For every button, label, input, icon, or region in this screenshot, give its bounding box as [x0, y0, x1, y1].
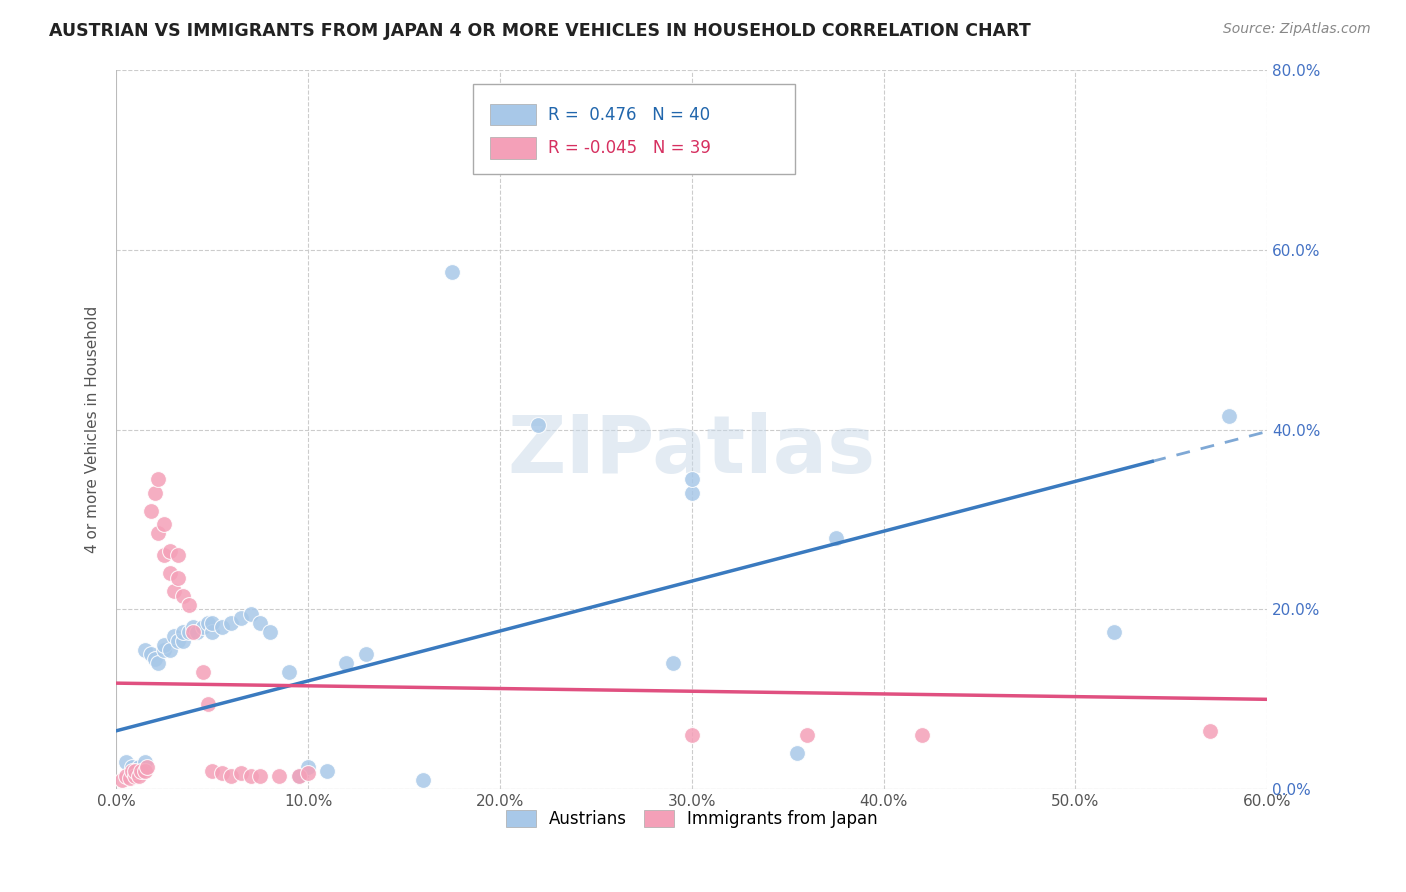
Point [163, 629, 186, 643]
Point [911, 728, 934, 742]
Point [412, 773, 434, 788]
Point [681, 485, 703, 500]
Point [297, 766, 319, 780]
Point [128, 769, 150, 783]
Point [786, 746, 808, 760]
Point [153, 639, 176, 653]
Point [115, 769, 138, 783]
Text: ZIPatlas: ZIPatlas [508, 412, 876, 491]
Point [118, 772, 141, 786]
Point [201, 764, 224, 779]
Point [121, 760, 143, 774]
Point [148, 472, 170, 486]
Point [681, 728, 703, 742]
Point [201, 615, 224, 630]
Point [134, 764, 156, 779]
Point [1198, 723, 1220, 738]
Point [824, 531, 846, 545]
Point [1218, 409, 1240, 424]
Point [527, 418, 550, 433]
Point [172, 624, 194, 639]
Point [143, 652, 166, 666]
Point [229, 611, 252, 625]
Point [166, 633, 188, 648]
Text: R =  0.476   N = 40: R = 0.476 N = 40 [548, 105, 710, 124]
Point [201, 624, 224, 639]
Point [277, 665, 299, 680]
Point [1275, 68, 1298, 82]
Point [148, 526, 170, 541]
Y-axis label: 4 or more Vehicles in Household: 4 or more Vehicles in Household [86, 306, 100, 553]
Point [354, 648, 377, 662]
Point [128, 760, 150, 774]
FancyBboxPatch shape [472, 85, 796, 174]
Point [221, 769, 243, 783]
Point [121, 764, 143, 779]
Point [229, 766, 252, 780]
Point [153, 643, 176, 657]
Point [181, 624, 204, 639]
Point [139, 503, 162, 517]
Point [124, 769, 146, 783]
Point [139, 648, 162, 662]
Point [153, 516, 176, 531]
Point [796, 728, 818, 742]
Point [211, 766, 233, 780]
Legend: Austrians, Immigrants from Japan: Austrians, Immigrants from Japan [499, 804, 884, 835]
Point [221, 615, 243, 630]
Point [159, 544, 181, 558]
Point [440, 265, 463, 279]
Point [159, 643, 181, 657]
Point [335, 657, 357, 671]
FancyBboxPatch shape [491, 137, 537, 159]
FancyBboxPatch shape [491, 103, 537, 126]
Point [124, 764, 146, 779]
Point [1102, 624, 1125, 639]
Point [172, 589, 194, 603]
Point [197, 615, 219, 630]
Point [661, 657, 683, 671]
Point [239, 607, 262, 621]
Text: Source: ZipAtlas.com: Source: ZipAtlas.com [1223, 22, 1371, 37]
Point [239, 769, 262, 783]
Point [197, 697, 219, 711]
Point [181, 620, 204, 634]
Point [179, 624, 201, 639]
Point [163, 584, 186, 599]
Point [136, 760, 159, 774]
Point [297, 760, 319, 774]
Point [249, 615, 271, 630]
Point [316, 764, 339, 779]
Point [159, 566, 181, 581]
Point [148, 657, 170, 671]
Text: AUSTRIAN VS IMMIGRANTS FROM JAPAN 4 OR MORE VEHICLES IN HOUSEHOLD CORRELATION CH: AUSTRIAN VS IMMIGRANTS FROM JAPAN 4 OR M… [49, 22, 1031, 40]
Point [259, 624, 281, 639]
Point [129, 764, 152, 779]
Point [249, 769, 271, 783]
Point [211, 620, 233, 634]
Point [134, 756, 156, 770]
Point [115, 756, 138, 770]
Point [287, 769, 309, 783]
Point [269, 769, 291, 783]
Point [124, 764, 146, 779]
Point [186, 624, 208, 639]
Point [681, 472, 703, 486]
Point [172, 633, 194, 648]
Point [287, 769, 309, 783]
Point [179, 598, 201, 612]
Point [166, 549, 188, 563]
Point [166, 571, 188, 585]
Point [143, 485, 166, 500]
Text: R = -0.045   N = 39: R = -0.045 N = 39 [548, 139, 711, 157]
Point [191, 620, 214, 634]
Point [191, 665, 214, 680]
Point [134, 643, 156, 657]
Point [153, 549, 176, 563]
Point [111, 773, 134, 788]
